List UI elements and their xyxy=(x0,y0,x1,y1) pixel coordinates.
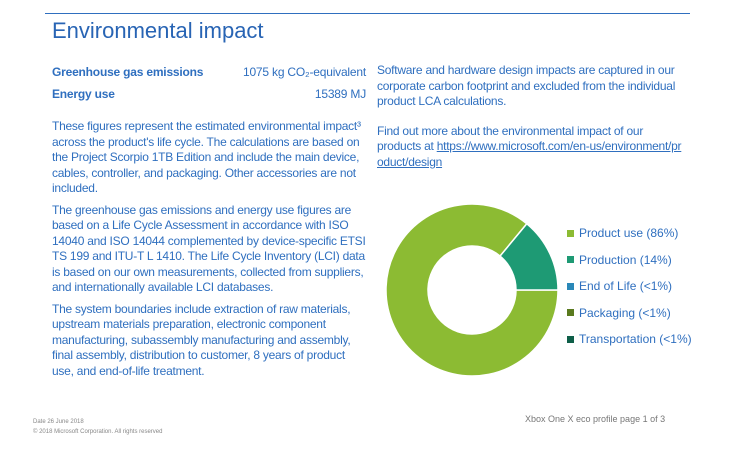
legend-item: Packaging (<1%) xyxy=(567,300,692,327)
legend-label: Product use (86%) xyxy=(579,226,679,241)
metric-label: Greenhouse gas emissions xyxy=(52,65,204,79)
paragraph-methodology: The greenhouse gas emissions and energy … xyxy=(52,202,366,295)
legend-label: Production (14%) xyxy=(579,252,672,267)
legend-label: End of Life (<1%) xyxy=(579,279,673,294)
legend-item: Product use (86%) xyxy=(567,220,692,247)
header-rule xyxy=(45,13,690,14)
legend-label: Packaging (<1%) xyxy=(579,305,671,320)
footer-date: Date 26 June 2018 xyxy=(33,419,84,425)
legend-swatch xyxy=(567,309,574,317)
right-column: Software and hardware design impacts are… xyxy=(377,63,682,170)
more-info-text: Find out more about the environmental im… xyxy=(377,123,644,154)
footer-left: Date 26 June 2018 © 2018 Microsoft Corpo… xyxy=(33,417,162,437)
page-title: Environmental impact xyxy=(52,18,264,43)
footer-copyright: © 2018 Microsoft Corporation. All rights… xyxy=(33,429,163,435)
metric-energy: Energy use 15389 MJ xyxy=(52,87,366,101)
environment-link[interactable]: https://www.microsoft.com/en-us/environm… xyxy=(377,139,682,169)
metric-value: 1075 kg CO₂-equivalent xyxy=(242,65,366,79)
legend-swatch xyxy=(567,335,574,343)
paragraph-boundaries: The system boundaries include extraction… xyxy=(52,301,351,378)
donut-slice-product-use xyxy=(385,203,559,377)
legend-swatch xyxy=(567,282,574,290)
legend-item: Production (14%) xyxy=(567,247,692,274)
legend-item: End of Life (<1%) xyxy=(567,273,692,300)
legend-swatch xyxy=(567,229,574,237)
footer-page-number: Xbox One X eco profile page 1 of 3 xyxy=(525,414,666,424)
metric-label: Energy use xyxy=(52,87,115,101)
paragraph-scope: These figures represent the estimated en… xyxy=(52,119,361,195)
metric-ghg: Greenhouse gas emissions 1075 kg CO₂-equ… xyxy=(52,65,366,79)
chart-legend: Product use (86%) Production (14%) End o… xyxy=(567,220,692,353)
metric-value: 15389 MJ xyxy=(314,87,366,101)
paragraph-design-impacts: Software and hardware design impacts are… xyxy=(377,63,676,108)
legend-swatch xyxy=(567,256,574,264)
paragraph-more-info: Find out more about the environmental im… xyxy=(377,124,682,171)
legend-label: Transportation (<1%) xyxy=(579,332,692,347)
left-column: These figures represent the estimated en… xyxy=(52,119,368,379)
legend-item: Transportation (<1%) xyxy=(567,326,692,353)
donut-slice-production xyxy=(498,222,559,291)
